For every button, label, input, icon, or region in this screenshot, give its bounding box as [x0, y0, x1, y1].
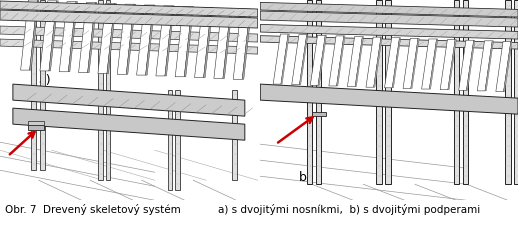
Polygon shape — [260, 36, 518, 49]
Polygon shape — [403, 38, 418, 88]
Text: a) s dvojitými nosníkmi,  b) s dvojitými podperami: a) s dvojitými nosníkmi, b) s dvojitými … — [218, 204, 480, 215]
Polygon shape — [49, 1, 58, 71]
Polygon shape — [146, 5, 155, 75]
Polygon shape — [107, 3, 116, 73]
Bar — [40, 0, 45, 170]
Polygon shape — [156, 6, 172, 76]
Polygon shape — [337, 36, 345, 86]
Bar — [376, 0, 382, 184]
Polygon shape — [448, 40, 456, 90]
Polygon shape — [0, 39, 258, 54]
Bar — [98, 0, 103, 180]
Polygon shape — [299, 35, 308, 85]
Polygon shape — [204, 8, 213, 77]
Polygon shape — [98, 3, 114, 73]
Polygon shape — [384, 38, 399, 88]
Bar — [28, 125, 44, 130]
Polygon shape — [496, 41, 511, 91]
Polygon shape — [30, 0, 39, 70]
Polygon shape — [40, 1, 56, 71]
Text: b): b) — [299, 171, 312, 184]
Polygon shape — [165, 6, 174, 76]
Polygon shape — [195, 8, 211, 77]
Polygon shape — [281, 34, 290, 84]
Polygon shape — [79, 3, 95, 73]
Polygon shape — [21, 0, 37, 70]
Polygon shape — [117, 4, 134, 74]
Polygon shape — [260, 11, 518, 27]
Polygon shape — [0, 1, 258, 17]
Bar — [454, 0, 459, 184]
Polygon shape — [485, 41, 494, 91]
Polygon shape — [214, 8, 231, 78]
Polygon shape — [242, 9, 252, 79]
Bar — [167, 90, 172, 190]
Polygon shape — [422, 39, 437, 89]
Polygon shape — [310, 35, 325, 85]
Polygon shape — [318, 35, 326, 85]
Polygon shape — [0, 26, 258, 42]
Bar — [31, 0, 36, 170]
Text: Obr. 7  Drevený skeletový systém: Obr. 7 Drevený skeletový systém — [5, 204, 181, 215]
Polygon shape — [355, 36, 364, 87]
Polygon shape — [68, 2, 78, 72]
Bar — [514, 0, 518, 184]
Bar — [315, 0, 321, 184]
Polygon shape — [260, 2, 518, 17]
Polygon shape — [459, 40, 473, 90]
Polygon shape — [273, 34, 288, 84]
Polygon shape — [137, 5, 153, 75]
Polygon shape — [59, 2, 76, 72]
Polygon shape — [392, 38, 401, 88]
Polygon shape — [466, 40, 475, 90]
Polygon shape — [184, 7, 194, 77]
Bar — [106, 0, 110, 180]
Bar — [463, 0, 468, 184]
Polygon shape — [88, 3, 97, 73]
Bar — [28, 121, 44, 125]
Polygon shape — [13, 84, 245, 116]
Bar — [307, 0, 312, 184]
Bar — [312, 112, 326, 116]
Polygon shape — [477, 41, 492, 91]
Polygon shape — [366, 37, 381, 87]
Polygon shape — [348, 36, 363, 87]
Polygon shape — [429, 39, 438, 89]
Polygon shape — [13, 108, 245, 140]
Polygon shape — [411, 38, 419, 88]
Polygon shape — [223, 8, 232, 78]
Polygon shape — [373, 37, 382, 87]
Polygon shape — [175, 7, 192, 77]
Polygon shape — [503, 41, 512, 91]
Bar — [175, 90, 180, 190]
Polygon shape — [440, 40, 455, 90]
Polygon shape — [0, 10, 258, 28]
Polygon shape — [260, 84, 518, 114]
Polygon shape — [126, 4, 136, 74]
Text: a): a) — [39, 74, 51, 87]
Bar — [505, 0, 511, 184]
Polygon shape — [260, 24, 518, 39]
Polygon shape — [233, 9, 250, 79]
Bar — [385, 0, 391, 184]
Polygon shape — [292, 35, 307, 85]
Bar — [232, 90, 237, 180]
Polygon shape — [329, 36, 344, 86]
